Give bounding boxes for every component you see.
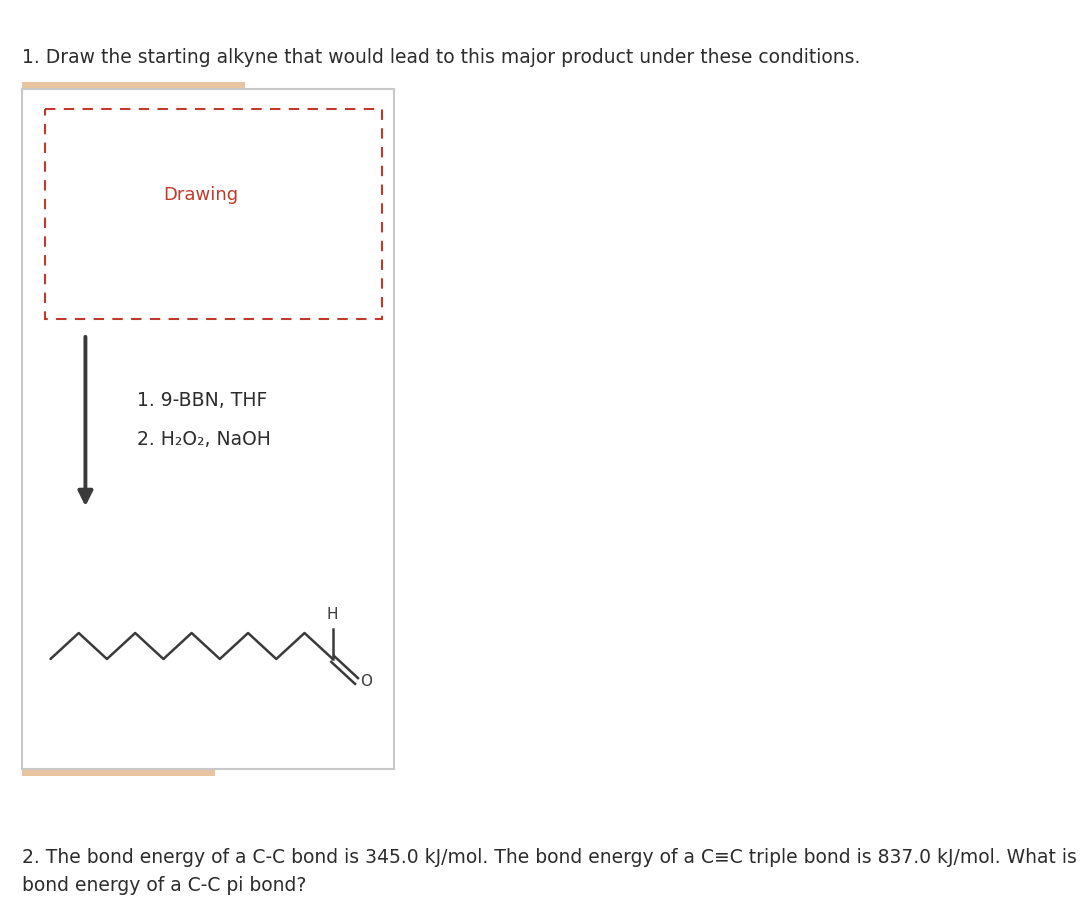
Text: 1. Draw the starting alkyne that would lead to this major product under these co: 1. Draw the starting alkyne that would l… <box>23 48 861 67</box>
Text: H: H <box>327 607 338 621</box>
Text: Drawing: Drawing <box>163 186 238 204</box>
Text: 2. H₂O₂, NaOH: 2. H₂O₂, NaOH <box>137 430 271 449</box>
Bar <box>23 763 215 776</box>
Text: 1. 9-BBN, THF: 1. 9-BBN, THF <box>137 390 268 409</box>
Text: 2. The bond energy of a C-C bond is 345.0 kJ/mol. The bond energy of a C≡C tripl: 2. The bond energy of a C-C bond is 345.… <box>23 847 1080 866</box>
Bar <box>23 83 245 97</box>
Bar <box>44 110 382 320</box>
Text: O: O <box>361 674 373 689</box>
Bar <box>23 90 393 769</box>
Text: bond energy of a C-C pi bond?: bond energy of a C-C pi bond? <box>23 875 307 894</box>
